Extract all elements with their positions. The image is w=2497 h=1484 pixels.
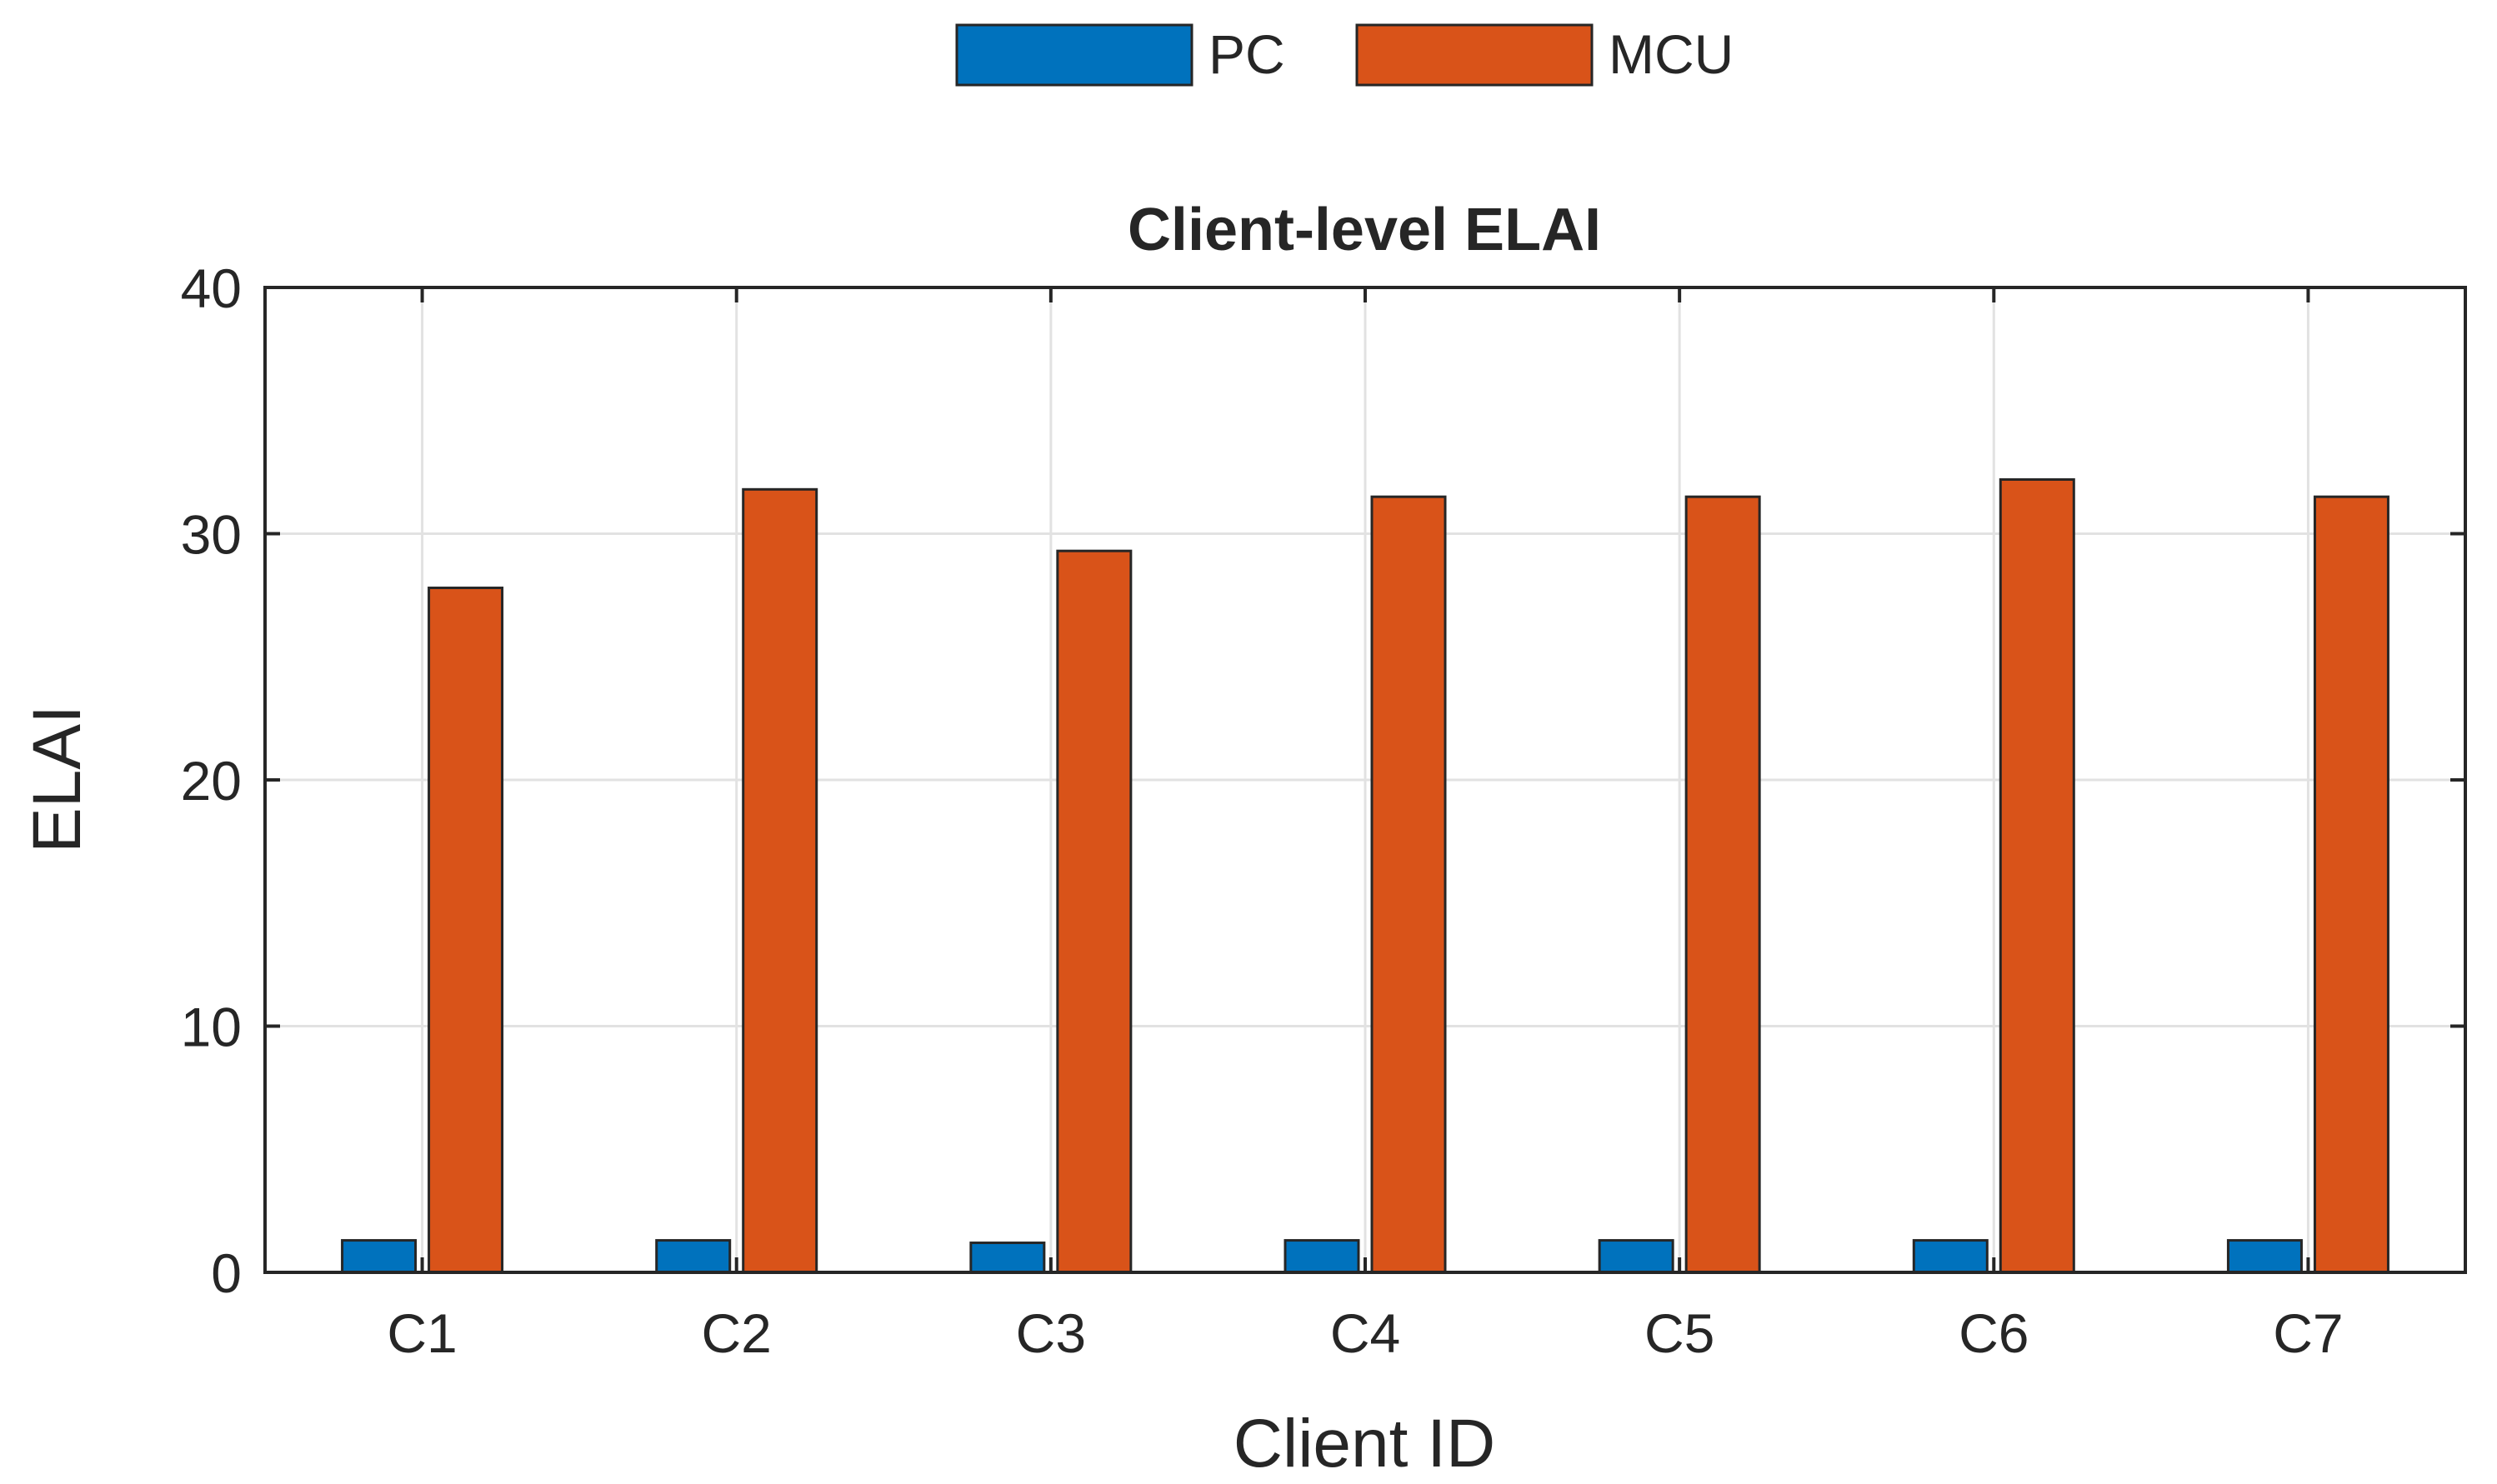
bar-pc-c5: [1598, 1239, 1674, 1274]
x-tick-label: C4: [1330, 1302, 1400, 1364]
bar-mcu-c6: [1999, 477, 2075, 1274]
x-tick-label: C2: [702, 1302, 772, 1364]
y-tick-label: 0: [211, 1242, 242, 1304]
x-tick-label: C5: [1644, 1302, 1714, 1364]
x-tick-label: C1: [387, 1302, 457, 1364]
plot-area: 0 10 20 30 40 C1 C2 C3 C4 C5 C6 C7: [181, 257, 2467, 1364]
x-tick-label: C6: [1959, 1302, 2029, 1364]
bar-pc-c2: [655, 1239, 732, 1274]
bar-pc-c6: [1912, 1239, 1989, 1274]
bar-mcu-c5: [1684, 495, 1761, 1274]
bar-pc-c7: [2226, 1239, 2303, 1274]
y-tick-label: 30: [181, 504, 242, 566]
bar-mcu-c2: [742, 487, 818, 1274]
bar-pc-c3: [969, 1242, 1046, 1274]
y-tick-label: 10: [181, 997, 242, 1058]
y-tick-label: 40: [181, 257, 242, 319]
y-axis-label: ELAI: [19, 705, 95, 853]
legend-label-pc: PC: [1208, 23, 1285, 85]
bar-mcu-c3: [1056, 549, 1133, 1274]
x-tick-label: C3: [1016, 1302, 1086, 1364]
bar-mcu-c4: [1370, 495, 1447, 1274]
legend-swatch-pc: [955, 23, 1193, 87]
bar-pc-c4: [1284, 1239, 1360, 1274]
legend: PC MCU: [955, 23, 1734, 87]
bar-mcu-c7: [2313, 495, 2389, 1274]
x-axis-label: Client ID: [1233, 1406, 1495, 1482]
y-tick-label: 20: [181, 750, 242, 812]
legend-swatch-mcu: [1355, 23, 1594, 87]
bar-mcu-c1: [428, 587, 504, 1274]
legend-label-mcu: MCU: [1609, 23, 1734, 85]
bar-pc-c1: [341, 1239, 418, 1274]
x-tick-label: C7: [2273, 1302, 2343, 1364]
chart-title: Client-level ELAI: [1128, 197, 1601, 263]
